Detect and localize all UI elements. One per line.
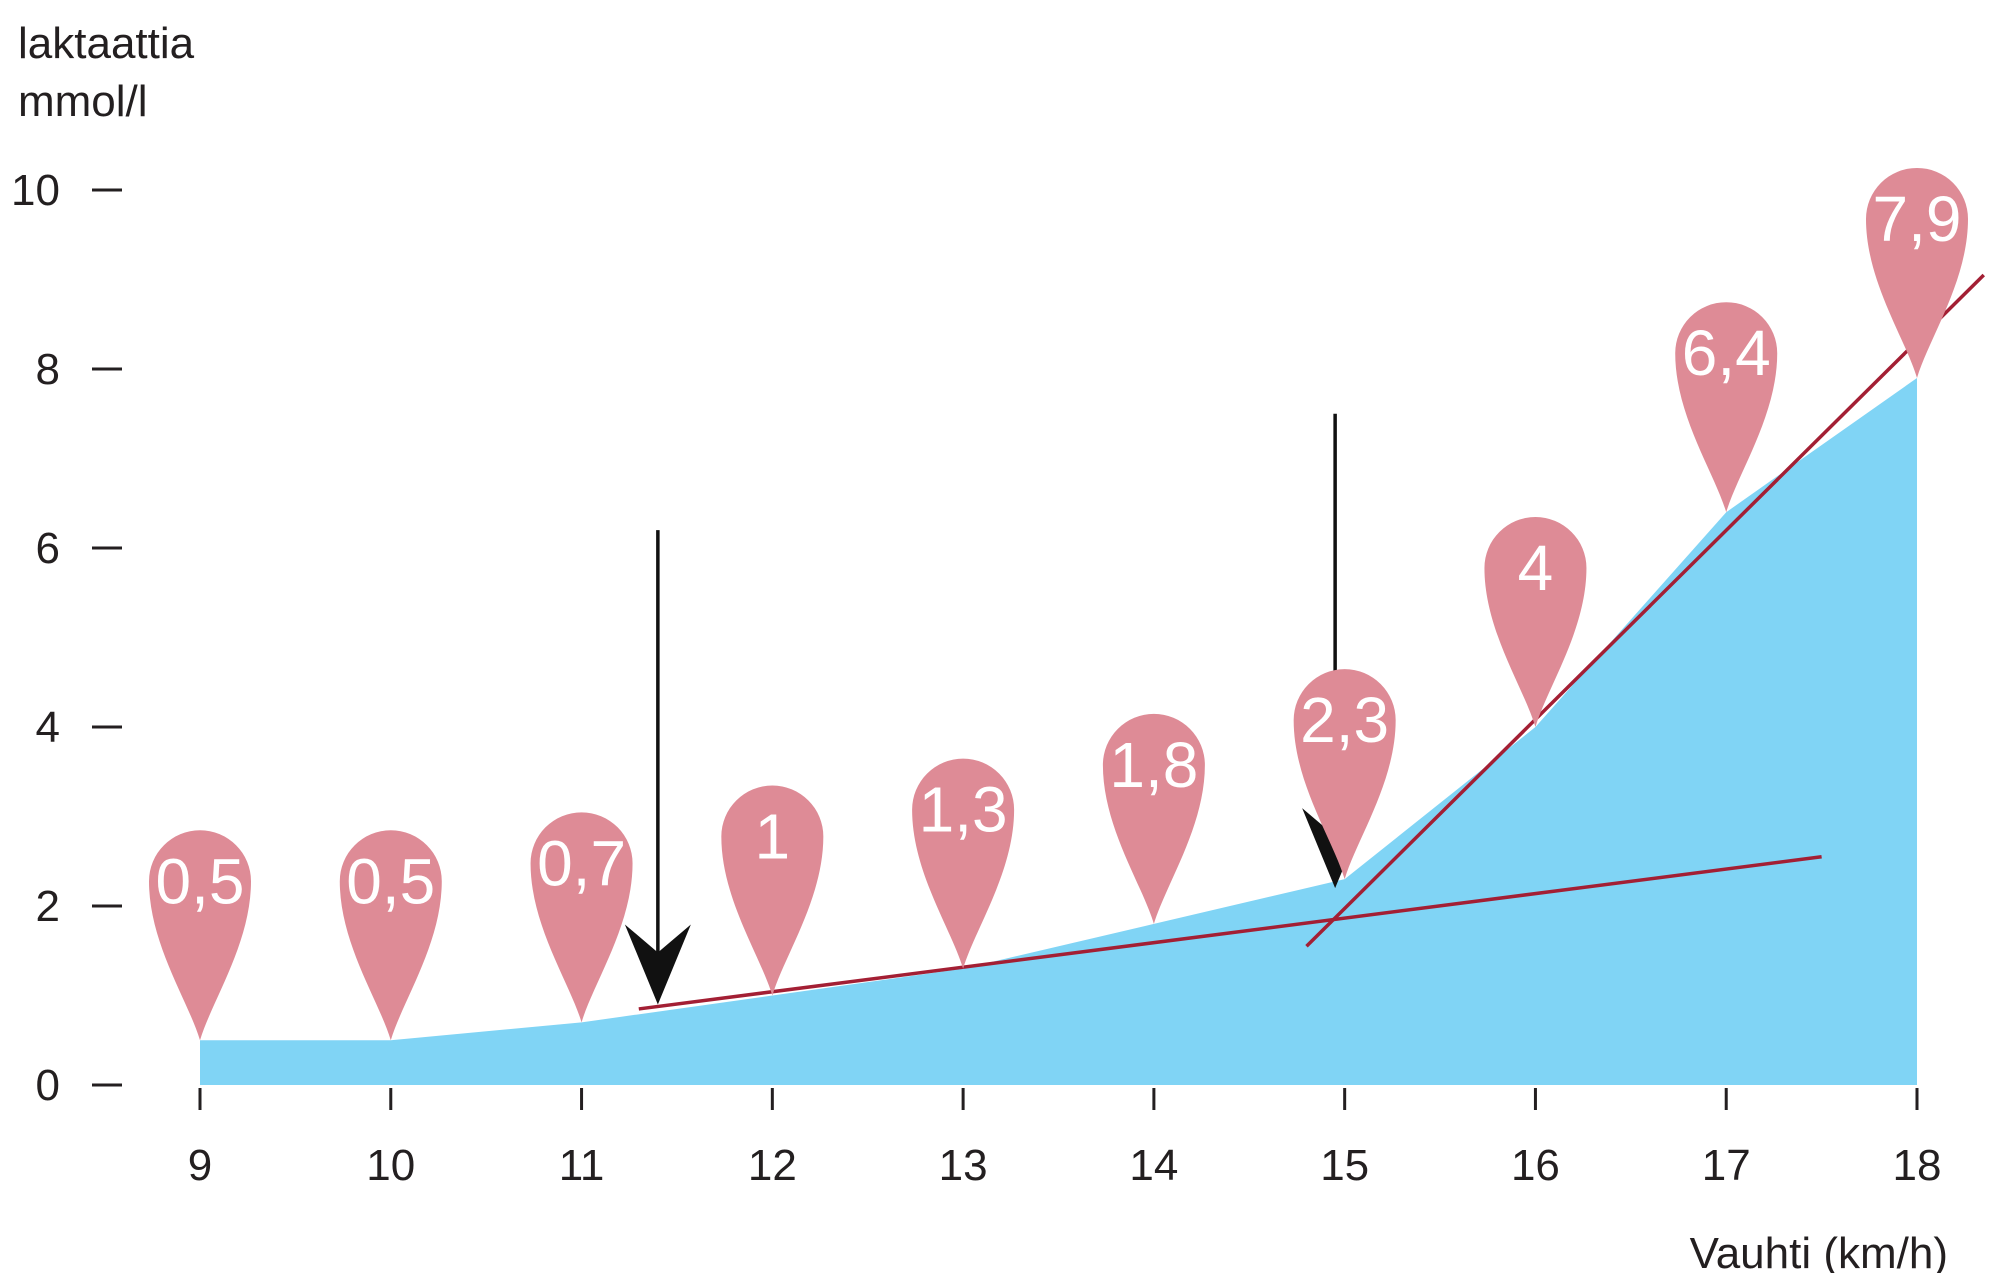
y-tick-label: 0 [36,1061,60,1110]
marker-shape [1675,302,1778,513]
y-axis-label-line1: laktaattia [18,19,195,68]
y-axis-label-line2: mmol/l [18,77,148,126]
y-tick-label: 8 [36,345,60,394]
x-tick-label: 12 [748,1141,797,1190]
value-marker: 1,8 [1102,713,1205,924]
trend-line [638,855,1822,1011]
marker-shape [149,830,251,1041]
x-tick-label: 11 [559,1141,605,1190]
marker-shape [1293,669,1396,880]
value-marker: 0,5 [339,830,442,1041]
marker-shape [1102,713,1205,924]
y-tick-label: 6 [36,524,60,573]
y-tick-label: 10 [11,166,60,215]
value-marker: 6,4 [1675,302,1778,513]
x-tick-label: 13 [939,1141,988,1190]
y-tick-label: 4 [36,703,60,752]
x-axis: 9 10 11 12 13 14 15 16 17 18 [188,1088,1942,1190]
marker-shape [1866,167,1968,378]
value-marker: 0,7 [530,812,633,1023]
data-label: 1,8 [1109,729,1198,801]
trend-line [1305,273,1986,948]
data-label: 0,5 [346,845,435,917]
value-markers: 0,5 0,5 0,7 1 1,3 1,8 2,3 4 6,4 7,9 [149,167,1968,1041]
value-marker: 1,3 [912,758,1015,969]
data-label: 7,9 [1873,183,1962,255]
x-tick-label: 9 [188,1141,212,1190]
y-tick-label: 2 [36,882,60,931]
area-fill [200,377,1917,1085]
data-label: 4 [1518,532,1554,604]
marker-shape [339,830,442,1041]
value-marker: 0,5 [149,830,251,1041]
data-label: 1,3 [919,774,1008,846]
x-tick-label: 14 [1129,1141,1178,1190]
data-label: 2,3 [1300,684,1389,756]
data-label: 6,4 [1682,317,1771,389]
value-marker: 4 [1484,517,1587,727]
x-tick-label: 18 [1893,1141,1942,1190]
marker-shape [721,785,824,996]
marker-shape [530,812,633,1023]
data-label: 0,7 [537,827,626,899]
x-tick-label: 16 [1511,1141,1560,1190]
threshold-arrow [624,530,691,1005]
x-tick-label: 10 [366,1141,415,1190]
x-axis-title: Vauhti (km/h) [1690,1229,1948,1273]
data-label: 0,5 [156,845,245,917]
lactate-area [200,377,1917,1085]
x-tick-label: 15 [1320,1141,1369,1190]
x-tick-label: 17 [1702,1141,1751,1190]
value-marker: 7,9 [1866,167,1968,378]
marker-shape [912,758,1015,969]
trend-lines [638,273,1986,1011]
data-label: 1 [755,801,791,873]
value-marker: 1 [721,785,824,996]
y-axis: 0 2 4 6 8 10 [11,166,122,1110]
marker-shape [1484,517,1587,727]
value-marker: 2,3 [1293,669,1396,880]
